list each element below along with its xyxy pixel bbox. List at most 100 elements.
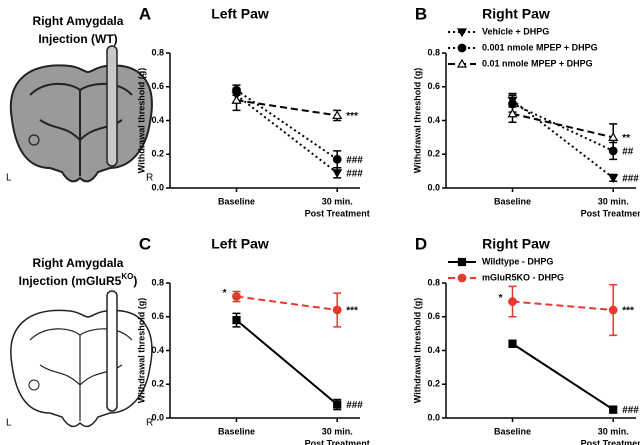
- series-line: [511, 342, 614, 411]
- y-tick-label: 0.0: [427, 182, 440, 192]
- series: ###: [507, 92, 639, 185]
- y-tick-label: 0.8: [151, 277, 164, 287]
- significance: ***: [346, 111, 358, 122]
- y-tick-label: 0.6: [151, 81, 164, 91]
- chart-title: Right Paw: [482, 236, 550, 252]
- marker: [608, 174, 619, 184]
- legend-label: mGluR5KO - DHPG: [482, 272, 564, 282]
- y-tick-label: 0.0: [427, 412, 440, 422]
- marker: [332, 169, 343, 179]
- significance: ###: [346, 400, 363, 411]
- series-line: [512, 102, 614, 152]
- y-axis-label: Withdrawal threshold (g): [412, 68, 422, 173]
- series-line: [235, 94, 338, 174]
- marker: [608, 305, 618, 315]
- chart-title: Right Paw: [482, 6, 550, 22]
- series-line: [235, 319, 338, 406]
- series: ###: [232, 312, 363, 411]
- significance: *: [223, 288, 227, 299]
- hemisphere-right: R: [146, 173, 153, 184]
- marker: [232, 316, 241, 325]
- y-tick-label: 0.0: [151, 182, 164, 192]
- series: ****: [223, 288, 358, 328]
- y-tick-label: 0.2: [151, 379, 164, 389]
- x-tick-label: 30 min.: [598, 426, 629, 436]
- panel-label: B: [415, 4, 427, 23]
- y-tick-label: 0.4: [427, 345, 440, 355]
- y-axis-label: Withdrawal threshold (g): [136, 298, 146, 403]
- y-tick-label: 0.8: [427, 277, 440, 287]
- x-tick-label: Post Treatment: [305, 438, 370, 445]
- brain-diagram-ko: [10, 290, 153, 428]
- panel-label: D: [415, 234, 427, 253]
- x-tick-label: Baseline: [218, 196, 255, 206]
- side-title-text: Right Amygdala: [33, 14, 124, 28]
- y-tick-label: 0.4: [151, 345, 164, 355]
- x-tick-label: Baseline: [494, 426, 531, 436]
- hemisphere-right: R: [146, 418, 153, 429]
- side-title: Injection (mGluR5KO): [19, 272, 138, 288]
- x-tick-label: Post Treatment: [581, 208, 640, 218]
- marker: [507, 108, 518, 118]
- hemisphere-left: L: [6, 173, 12, 184]
- legend-label: 0.001 nmole MPEP + DHPG: [482, 42, 598, 52]
- legend-marker: [456, 28, 468, 38]
- legend-marker: [457, 257, 467, 267]
- y-tick-label: 0.2: [427, 149, 440, 159]
- legend-label: Vehicle + DHPG: [482, 26, 549, 36]
- series-line: [235, 89, 338, 161]
- y-tick-label: 0.4: [427, 115, 440, 125]
- y-tick-label: 0.6: [427, 81, 440, 91]
- marker: [508, 339, 517, 348]
- brain-diagram-wt: [9, 45, 153, 183]
- y-tick-label: 0.0: [151, 412, 164, 422]
- y-tick-label: 0.2: [427, 379, 440, 389]
- significance: ##: [622, 147, 634, 158]
- x-tick-label: Post Treatment: [305, 208, 370, 218]
- significance: ###: [346, 168, 363, 179]
- x-tick-label: 30 min.: [322, 196, 353, 206]
- significance: ***: [622, 306, 634, 317]
- marker: [608, 132, 619, 141]
- y-tick-label: 0.4: [151, 115, 164, 125]
- side-title: Right Amygdala: [33, 256, 124, 270]
- series: ###: [508, 339, 639, 416]
- y-axis-label: Withdrawal threshold (g): [412, 298, 422, 403]
- marker: [508, 297, 517, 306]
- side-title: Right Amygdala: [33, 14, 124, 28]
- marker: [231, 95, 242, 104]
- series-line: [512, 300, 614, 311]
- y-tick-label: 0.8: [151, 47, 164, 57]
- series: ###: [232, 84, 363, 169]
- x-tick-label: 30 min.: [322, 426, 353, 436]
- x-tick-label: 30 min.: [598, 196, 629, 206]
- legend-marker: [457, 273, 467, 283]
- x-tick-label: Baseline: [218, 426, 255, 436]
- side-title: Injection (WT): [38, 32, 117, 46]
- y-tick-label: 0.2: [151, 149, 164, 159]
- panel-label: C: [139, 234, 151, 253]
- series-line: [236, 99, 338, 117]
- marker: [332, 154, 342, 164]
- series: **: [507, 104, 630, 152]
- side-title-sup: KO: [121, 272, 133, 281]
- y-tick-label: 0.6: [151, 311, 164, 321]
- y-tick-label: 0.6: [427, 311, 440, 321]
- series-line: [511, 99, 614, 179]
- y-tick-label: 0.8: [427, 47, 440, 57]
- legend-marker: [456, 58, 468, 68]
- marker: [333, 400, 342, 409]
- hemisphere-left: L: [6, 418, 12, 429]
- chart-title: Left Paw: [211, 236, 269, 252]
- chart-title: Left Paw: [211, 6, 269, 22]
- legend-label: 0.01 nmole MPEP + DHPG: [482, 58, 593, 68]
- series-line: [512, 112, 614, 139]
- significance: ###: [622, 174, 639, 185]
- x-tick-label: Baseline: [494, 196, 531, 206]
- marker: [332, 110, 343, 120]
- legend-marker: [457, 43, 467, 53]
- marker: [609, 405, 618, 414]
- panel-label: A: [139, 4, 151, 23]
- side-title-text: Right Amygdala: [33, 256, 124, 270]
